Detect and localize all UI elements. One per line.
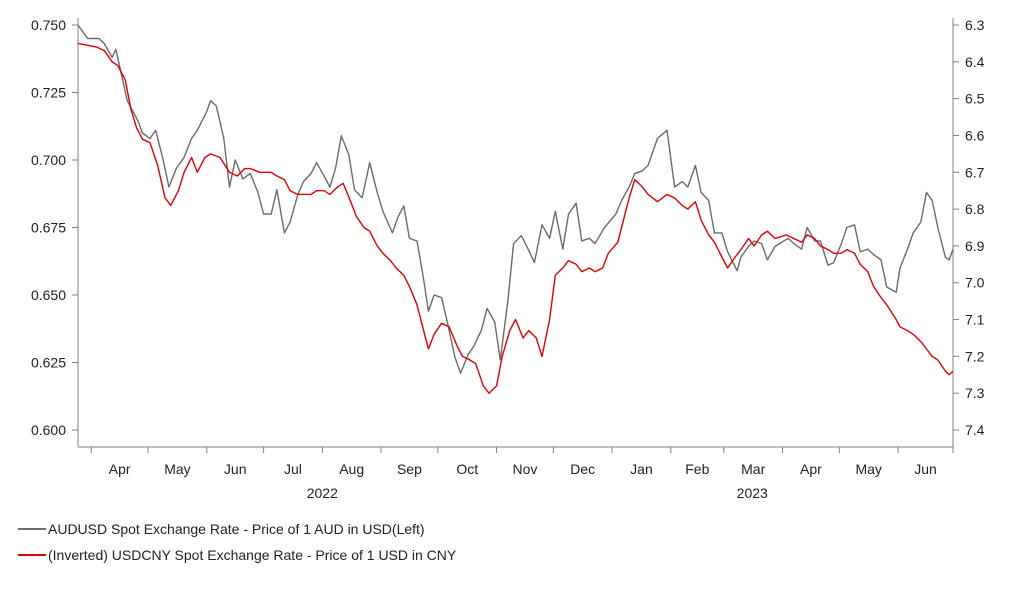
left-axis-tick-label: 0.725 bbox=[31, 85, 66, 101]
right-axis-tick-label: 6.7 bbox=[965, 164, 985, 180]
series-line-usdcny bbox=[77, 42, 954, 394]
legend-swatch-usdcny bbox=[18, 554, 46, 556]
legend-label-usdcny: (Inverted) USDCNY Spot Exchange Rate - P… bbox=[48, 547, 457, 563]
x-axis-month-label: Aug bbox=[339, 461, 364, 477]
right-axis-tick-label: 6.8 bbox=[965, 201, 985, 217]
right-axis-tick-label: 7.3 bbox=[965, 385, 985, 401]
x-axis-month-label: Oct bbox=[456, 461, 478, 477]
left-axis-tick-label: 0.625 bbox=[31, 355, 66, 371]
right-axis-tick-label: 6.3 bbox=[965, 17, 985, 33]
x-axis-month-label: Apr bbox=[109, 461, 131, 477]
x-axis-month-label: Mar bbox=[741, 461, 765, 477]
left-axis-tick-label: 0.700 bbox=[31, 152, 66, 168]
right-axis-tick-label: 6.9 bbox=[965, 238, 985, 254]
legend: AUDUSD Spot Exchange Rate - Price of 1 A… bbox=[18, 516, 456, 568]
legend-entry-usdcny: (Inverted) USDCNY Spot Exchange Rate - P… bbox=[18, 542, 456, 568]
x-axis-month-label: Nov bbox=[513, 461, 538, 477]
x-axis-month-label: Jun bbox=[224, 461, 247, 477]
right-axis-tick-label: 6.5 bbox=[965, 91, 985, 107]
x-axis-month-label: Jan bbox=[630, 461, 653, 477]
right-axis-tick-label: 7.4 bbox=[965, 422, 985, 438]
x-axis-month-label: Dec bbox=[570, 461, 595, 477]
right-axis-tick-label: 6.4 bbox=[965, 54, 985, 70]
right-axis-tick-label: 7.1 bbox=[965, 312, 985, 328]
x-axis-month-label: Jun bbox=[914, 461, 937, 477]
legend-swatch-audusd bbox=[18, 528, 46, 530]
series-line-audusd bbox=[77, 24, 954, 374]
x-axis-month-label: Sep bbox=[397, 461, 422, 477]
left-axis-tick-label: 0.600 bbox=[31, 422, 66, 438]
left-axis-tick-label: 0.675 bbox=[31, 220, 66, 236]
x-axis-month-label: Feb bbox=[685, 461, 709, 477]
left-axis-tick-label: 0.750 bbox=[31, 17, 66, 33]
right-axis-tick-label: 6.6 bbox=[965, 127, 985, 143]
legend-entry-audusd: AUDUSD Spot Exchange Rate - Price of 1 A… bbox=[18, 516, 456, 542]
x-axis-month-label: Jul bbox=[284, 461, 302, 477]
right-axis-tick-label: 7.2 bbox=[965, 348, 985, 364]
x-axis-month-label: May bbox=[855, 461, 881, 477]
left-axis-tick-label: 0.650 bbox=[31, 287, 66, 303]
x-axis-month-label: Apr bbox=[800, 461, 822, 477]
x-axis-year-label: 2022 bbox=[307, 485, 338, 501]
x-axis-year-label: 2023 bbox=[737, 485, 768, 501]
legend-label-audusd: AUDUSD Spot Exchange Rate - Price of 1 A… bbox=[48, 521, 425, 537]
right-axis-tick-label: 7.0 bbox=[965, 275, 985, 291]
x-axis-month-label: May bbox=[164, 461, 190, 477]
